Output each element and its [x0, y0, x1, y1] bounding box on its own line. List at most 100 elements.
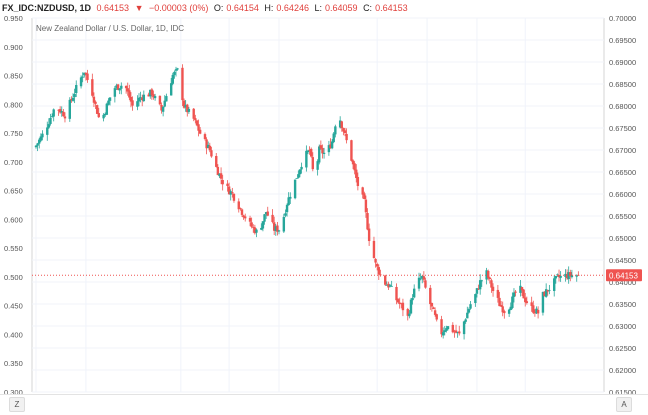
candle-body — [417, 277, 421, 289]
candle-body — [395, 286, 398, 301]
candle-body — [525, 301, 529, 303]
candle-body — [514, 291, 517, 293]
candle-body — [102, 114, 105, 119]
candle-body — [322, 152, 326, 154]
candle-body — [396, 299, 400, 303]
candle-body — [474, 294, 477, 304]
candle-body — [203, 134, 207, 140]
candle-body — [231, 192, 234, 194]
candle-body — [541, 291, 545, 313]
candle-body — [491, 286, 495, 291]
candle-body — [169, 83, 173, 96]
candle-body — [46, 127, 49, 135]
candle-body — [124, 85, 128, 89]
candle-body — [94, 101, 97, 104]
candle-body — [208, 145, 212, 151]
right-tick-label: 0.68000 — [609, 102, 636, 111]
candle-body — [343, 130, 347, 134]
change-down-icon: ▼ — [134, 3, 144, 13]
left-tick-label: 0.300 — [4, 388, 23, 394]
candle-body — [84, 72, 88, 75]
candle-body — [557, 274, 561, 278]
candle-body — [462, 321, 466, 335]
candle-body — [330, 141, 334, 149]
candle-body — [153, 96, 157, 99]
candle-body — [293, 179, 297, 199]
candle-body — [334, 126, 337, 135]
candle-body — [488, 277, 492, 279]
candle-body — [305, 150, 308, 168]
candle-body — [73, 93, 76, 98]
candle-body — [60, 111, 63, 113]
zoom-reset-button[interactable]: Z — [9, 397, 25, 412]
candle-body — [546, 289, 549, 292]
right-tick-label: 0.69500 — [609, 36, 636, 45]
candle-body — [239, 208, 242, 209]
candle-body — [71, 97, 75, 101]
candle-body — [411, 298, 414, 301]
candle-body — [498, 297, 501, 307]
candle-body — [408, 313, 411, 317]
candle-body — [377, 267, 380, 275]
candle-body — [565, 274, 569, 279]
candle-body — [569, 272, 572, 277]
candle-body — [319, 145, 323, 149]
candle-body — [79, 77, 83, 87]
candle-body — [524, 297, 527, 303]
candle-body — [559, 275, 562, 278]
candle-body — [255, 229, 258, 233]
candle-body — [318, 146, 321, 163]
candle-body — [338, 120, 342, 128]
candle-body — [384, 275, 387, 285]
candle-body — [266, 211, 269, 216]
candle-body — [97, 113, 100, 118]
candle-body — [215, 156, 218, 167]
candle-body — [535, 308, 538, 314]
candle-body — [226, 183, 229, 186]
candle-body — [161, 106, 165, 112]
candle-body — [116, 84, 120, 90]
candle-body — [165, 96, 168, 102]
left-tick-label: 0.650 — [4, 187, 23, 196]
candle-body — [289, 196, 292, 199]
candle-body — [327, 145, 331, 153]
candle-body — [512, 292, 516, 297]
candlestick-chart[interactable]: 0.950 0.900 0.850 0.800 0.750 0.700 0.650 0.600… — [0, 0, 648, 394]
candle-body — [364, 199, 368, 213]
candle-body — [115, 85, 118, 88]
auto-scale-button[interactable]: A — [616, 397, 632, 412]
candle-body — [92, 96, 96, 103]
candle-body — [264, 212, 268, 215]
candle-body — [41, 133, 44, 138]
candle-body — [321, 147, 324, 154]
candle-body — [295, 178, 298, 179]
candle-body — [477, 288, 480, 290]
right-tick-label: 0.66000 — [609, 190, 636, 199]
candle-body — [244, 216, 247, 219]
candle-body — [372, 240, 376, 259]
candle-body — [419, 278, 422, 280]
candle-body — [62, 111, 65, 117]
candle-body — [503, 311, 506, 314]
candle-body — [458, 331, 461, 334]
left-tick-label: 0.400 — [4, 330, 23, 339]
right-tick-label: 0.65000 — [609, 234, 636, 243]
high-value: 0.64246 — [276, 3, 309, 13]
right-tick-label: 0.65500 — [609, 212, 636, 221]
candle-body — [242, 215, 245, 218]
left-tick-label: 0.500 — [4, 273, 23, 282]
candle-body — [363, 193, 366, 200]
right-tick-label: 0.68500 — [609, 80, 636, 89]
candle-body — [440, 319, 443, 335]
right-tick-label: 0.70000 — [609, 14, 636, 23]
symbol-label[interactable]: FX_IDC:NZDUSD, 1D — [2, 3, 92, 13]
left-tick-label: 0.750 — [4, 129, 23, 138]
candle-body — [70, 98, 73, 101]
left-tick-label: 0.850 — [4, 72, 23, 81]
candle-body — [475, 288, 479, 294]
candle-body — [530, 302, 533, 306]
candle-body — [446, 326, 450, 330]
candle-body — [445, 328, 448, 331]
candle-body — [361, 187, 364, 195]
candle-body — [441, 332, 445, 336]
